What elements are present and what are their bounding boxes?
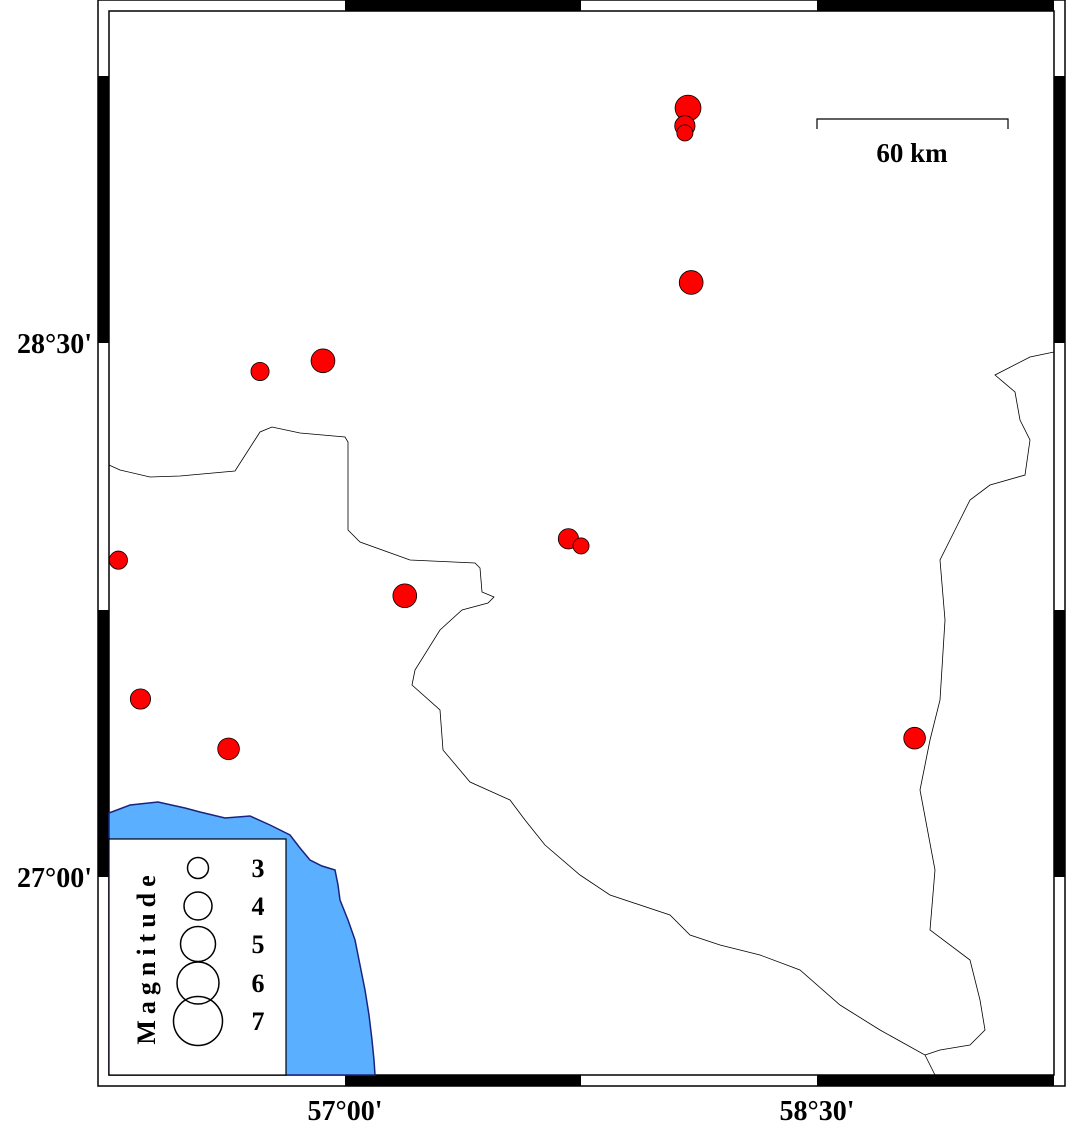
frame-segment-left xyxy=(98,610,109,877)
earthquake-event[interactable] xyxy=(903,726,926,750)
province-border-west xyxy=(108,426,936,1076)
earthquake-event[interactable] xyxy=(572,537,590,555)
legend: Magnitude 3 4 5 6 7 xyxy=(108,838,287,1076)
frame-segment-bottom xyxy=(817,1075,1054,1086)
earthquake-event[interactable] xyxy=(129,688,151,710)
lon-tick-label: 57°00' xyxy=(308,1096,383,1124)
legend-label: 7 xyxy=(252,1007,265,1036)
earthquake-event[interactable] xyxy=(392,583,418,609)
frame-segment-right xyxy=(1054,610,1065,877)
frame-segment-top xyxy=(817,0,1054,11)
earthquake-event[interactable] xyxy=(250,361,270,381)
earthquake-event[interactable] xyxy=(676,124,694,142)
scale-bar: 60 km xyxy=(816,118,1009,168)
earthquake-event[interactable] xyxy=(678,270,704,295)
legend-symbol xyxy=(186,856,210,880)
frame-segment-top xyxy=(345,0,581,11)
earthquake-event[interactable] xyxy=(217,737,240,761)
earthquake-event[interactable] xyxy=(108,550,128,570)
frame-segment-left xyxy=(98,76,109,343)
scale-bar-line xyxy=(816,118,1009,129)
legend-label: 6 xyxy=(252,969,265,998)
frame-segment-bottom xyxy=(345,1075,581,1086)
legend-label: 5 xyxy=(252,930,265,959)
province-border-east xyxy=(919,351,1055,1056)
lat-tick-label: 27°00' xyxy=(17,863,92,894)
lat-tick-label: 28°30' xyxy=(17,329,92,360)
legend-title: Magnitude xyxy=(132,869,161,1044)
scale-bar-label: 60 km xyxy=(876,138,948,168)
frame-segment-right xyxy=(1054,76,1065,343)
legend-symbol xyxy=(183,891,213,921)
lon-tick-label: 58°30' xyxy=(780,1096,855,1124)
earthquake-event[interactable] xyxy=(310,348,336,374)
legend-symbol xyxy=(172,995,224,1047)
legend-label: 4 xyxy=(252,892,265,921)
earthquake-events xyxy=(108,94,926,761)
legend-symbol xyxy=(176,961,220,1005)
legend-label: 3 xyxy=(252,854,265,883)
